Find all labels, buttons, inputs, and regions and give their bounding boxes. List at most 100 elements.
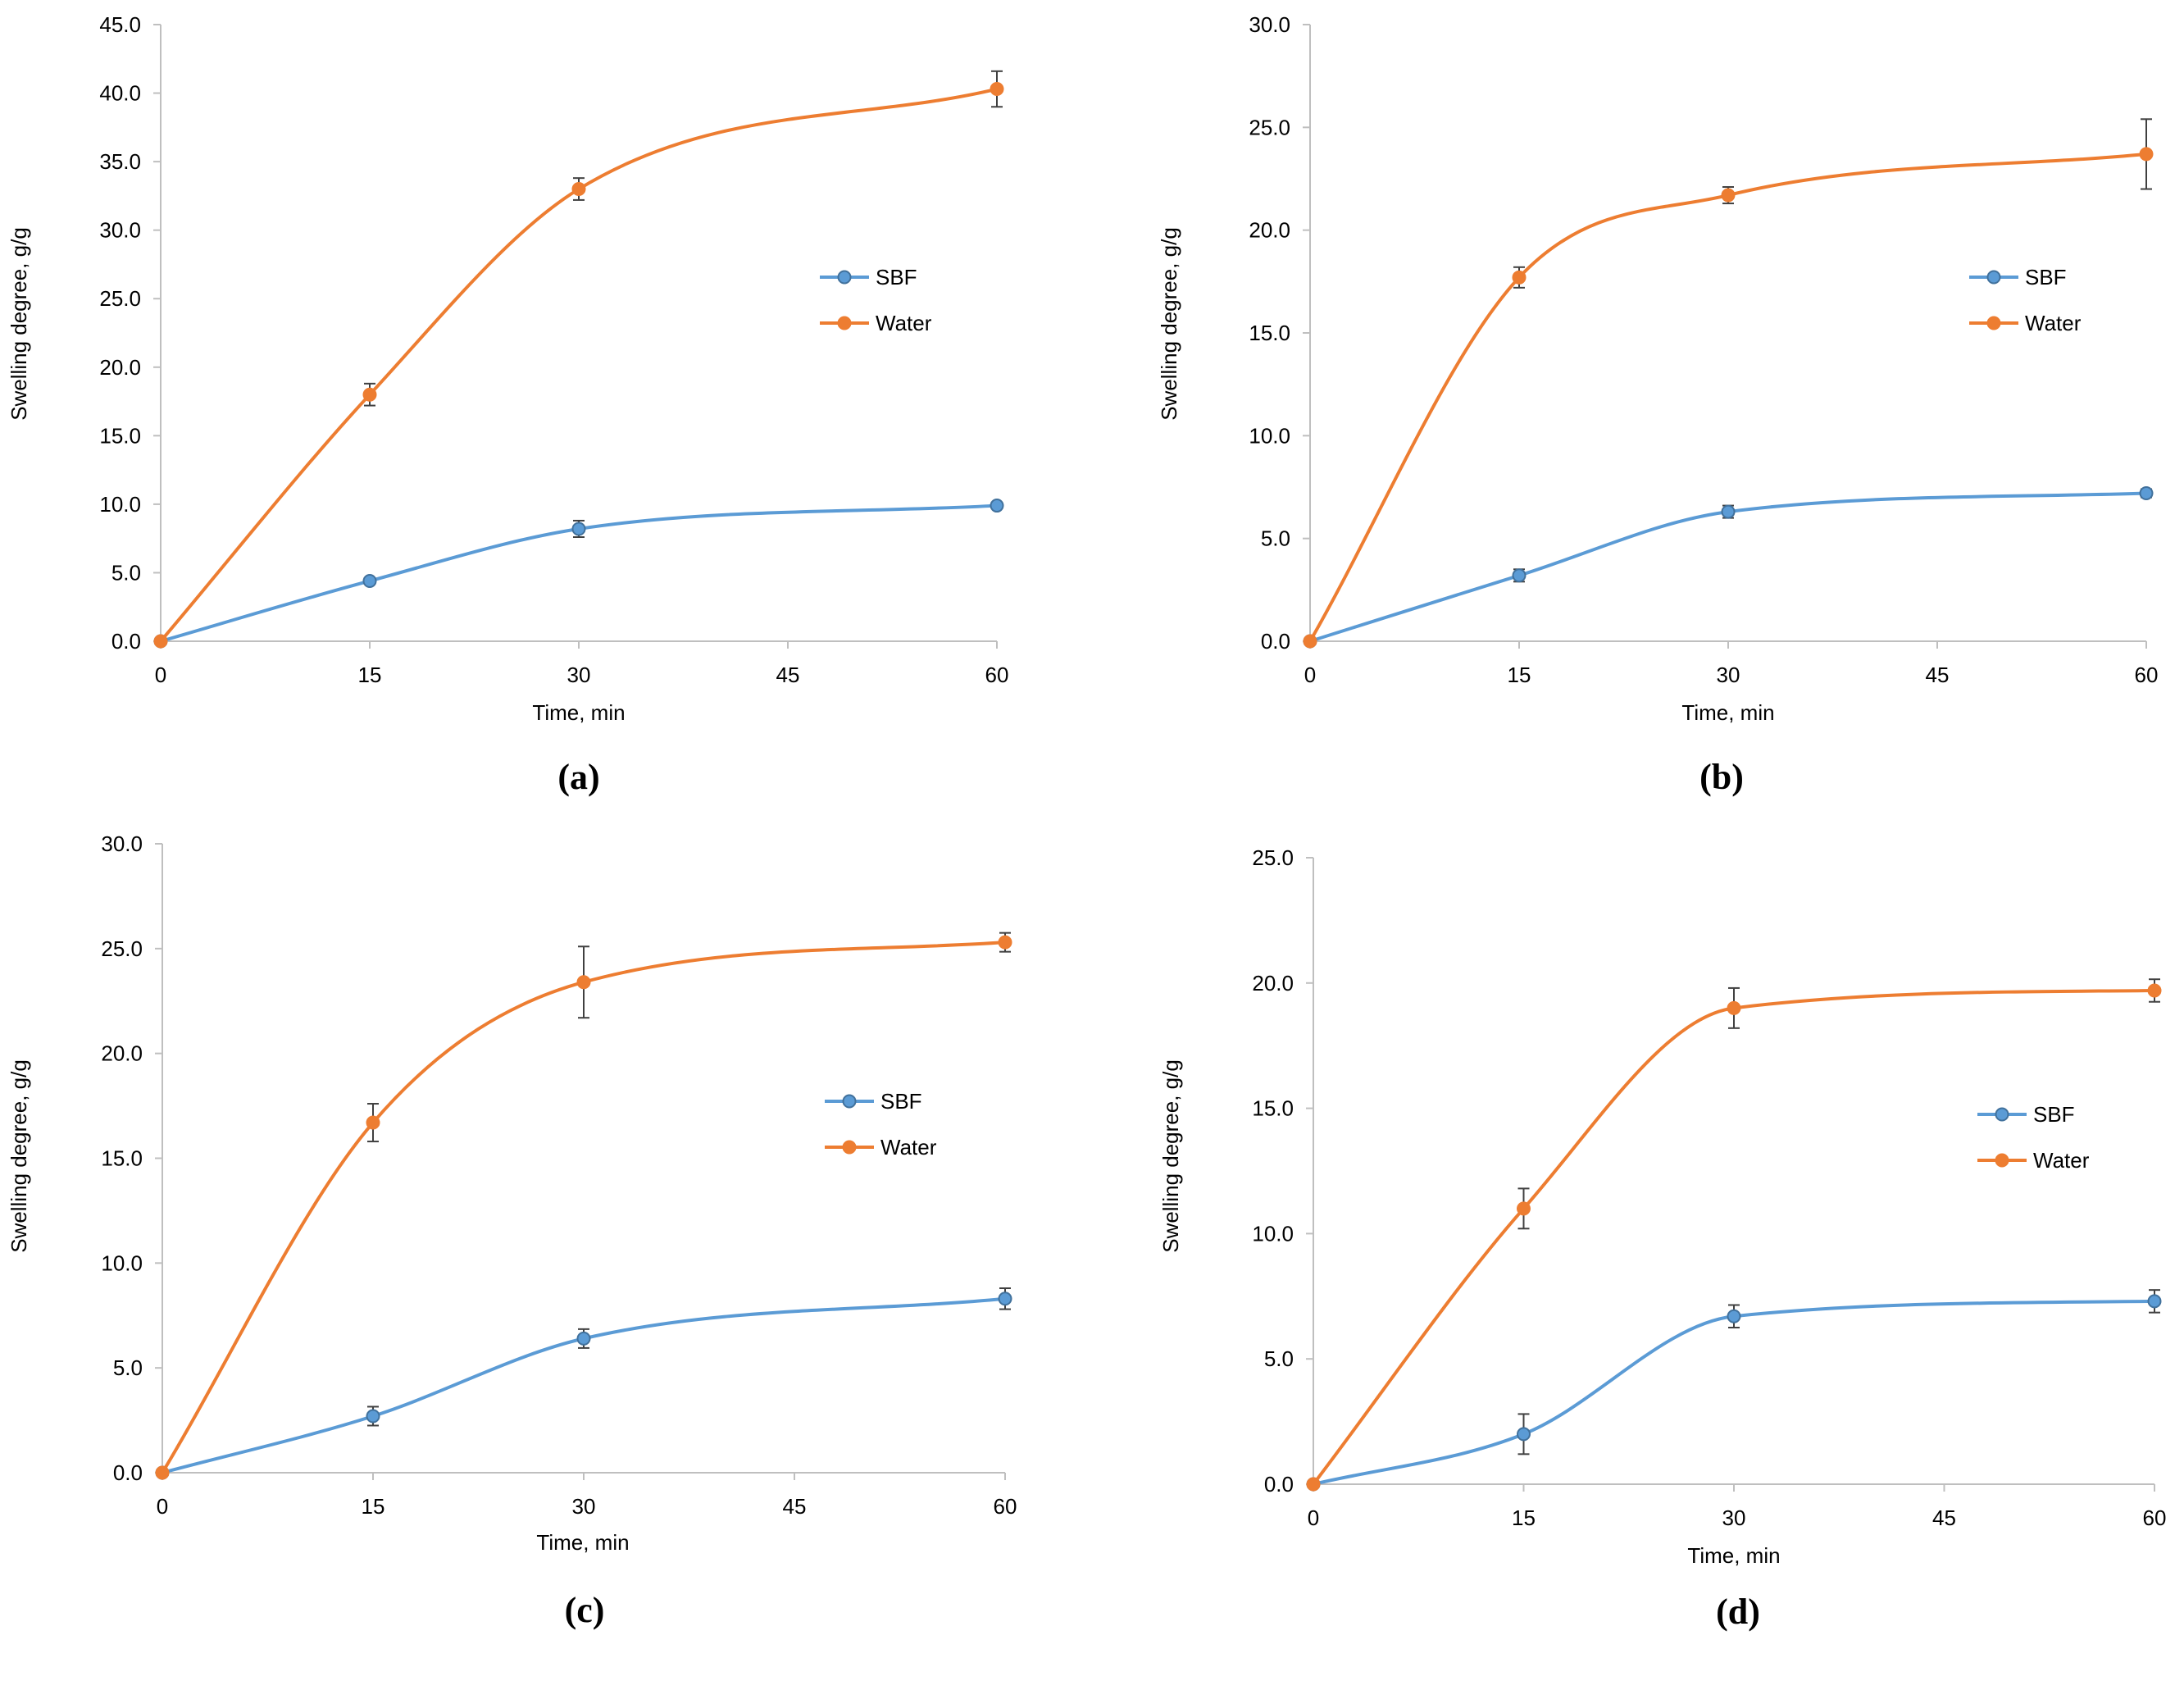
- y-tick-label-c: 25.0: [101, 936, 143, 961]
- legend-a: SBF Water: [820, 265, 932, 335]
- data-point-sbf-c: [576, 1331, 591, 1346]
- y-axis-title-b: Swelling degree, g/g: [1157, 227, 1181, 421]
- panel-label-d: (d): [1716, 1592, 1760, 1632]
- y-tick-label-a: 40.0: [99, 81, 141, 106]
- x-tick-label-d: 15: [1512, 1506, 1536, 1530]
- data-point-water-a: [571, 182, 586, 197]
- series-water-b: [1303, 118, 2154, 649]
- y-tick-label-c: 20.0: [101, 1041, 143, 1066]
- data-point-water-d: [2147, 983, 2162, 998]
- legend-label-water-d: Water: [2033, 1148, 2090, 1173]
- x-tick-label-a: 45: [776, 663, 800, 687]
- x-tick-label-b: 45: [1926, 663, 1950, 687]
- panel-label-c: (c): [565, 1590, 605, 1630]
- data-point-sbf-a: [990, 499, 1004, 513]
- y-tick-label-b: 0.0: [1261, 629, 1290, 654]
- legend-marker-water-a: [837, 316, 852, 330]
- y-tick-label-b: 25.0: [1249, 115, 1290, 139]
- y-tick-label-b: 5.0: [1261, 526, 1290, 551]
- legend-label-water-c: Water: [880, 1135, 937, 1159]
- legend-label-sbf-b: SBF: [2025, 265, 2067, 289]
- series-line-water-b: [1308, 152, 2147, 642]
- series-water-c: [155, 932, 1012, 1480]
- y-tick-label-c: 30.0: [101, 831, 143, 856]
- y-tick-label-b: 20.0: [1249, 218, 1290, 243]
- series-water-a: [153, 70, 1004, 649]
- data-point-sbf-d: [1517, 1427, 1531, 1442]
- series-line-sbf-a: [160, 503, 998, 643]
- data-point-water-c: [366, 1115, 380, 1130]
- data-point-water-a: [990, 82, 1004, 97]
- panel-c: 0.0 5.0 10.0 15.0 20.0 25.0 30.0 0 15 30 45 60 SBF Wa…: [7, 831, 1017, 1630]
- x-tick-label-d: 0: [1308, 1506, 1319, 1530]
- x-tick-label-b: 30: [1717, 663, 1740, 687]
- data-point-water-d: [1306, 1477, 1321, 1492]
- data-point-sbf-b: [2139, 486, 2154, 501]
- x-tick-label-b: 60: [2135, 663, 2159, 687]
- panel-d: 0.05.010.015.020.025.00 15 30 45 60SBFWater …: [1158, 845, 2166, 1632]
- legend-marker-water-b: [1986, 316, 2001, 330]
- series-line-sbf-b: [1309, 491, 2147, 643]
- y-axis-title-a: Swelling degree, g/g: [7, 227, 31, 421]
- data-point-water-c: [155, 1465, 170, 1480]
- x-tick-label-c: 15: [362, 1494, 385, 1519]
- data-point-sbf-a: [362, 573, 377, 588]
- data-point-sbf-d: [1727, 1309, 1741, 1323]
- y-tick-label-a: 15.0: [99, 423, 141, 448]
- y-axis-title-c: Swelling degree, g/g: [7, 1059, 31, 1253]
- y-tick-label-a: 20.0: [99, 355, 141, 380]
- x-tick-label-d: 30: [1722, 1506, 1746, 1530]
- x-tick-label-a: 60: [985, 663, 1009, 687]
- legend-marker-water-c: [842, 1140, 857, 1155]
- data-point-water-d: [1727, 1000, 1741, 1015]
- data-point-water-b: [1721, 188, 1736, 203]
- data-point-sbf-b: [1721, 504, 1736, 519]
- panel-label-a: (a): [557, 757, 599, 797]
- y-tick-label-c: 0.0: [113, 1460, 143, 1485]
- y-tick-label-d: 0.0: [1264, 1472, 1294, 1496]
- data-point-sbf-c: [366, 1409, 380, 1424]
- legend-marker-sbf-a: [837, 270, 852, 285]
- plot-a: 0.0 5.0 10.0 15.0 20.0 25.0 30.0 35.0 40.0 45.0 0 1…: [99, 12, 1008, 687]
- x-tick-label-a: 15: [358, 663, 382, 687]
- data-point-water-d: [1517, 1201, 1531, 1216]
- y-tick-label-b: 10.0: [1249, 423, 1290, 448]
- legend-label-sbf-a: SBF: [876, 265, 917, 289]
- data-point-water-c: [576, 975, 591, 990]
- series-line-water-a: [159, 87, 998, 643]
- y-tick-label-c: 5.0: [113, 1355, 143, 1380]
- data-point-water-b: [1512, 270, 1527, 285]
- x-tick-label-c: 0: [157, 1494, 168, 1519]
- series-line-water-c: [161, 941, 1006, 1474]
- legend-label-sbf-c: SBF: [880, 1089, 922, 1114]
- x-tick-label-c: 30: [572, 1494, 596, 1519]
- panel-a: 0.0 5.0 10.0 15.0 20.0 25.0 30.0 35.0 40.0 45.0 0 1…: [7, 12, 1008, 797]
- data-point-water-b: [1303, 634, 1317, 649]
- legend-d: SBF Water: [1977, 1102, 2090, 1173]
- data-point-water-a: [153, 634, 168, 649]
- legend-marker-sbf-b: [1986, 270, 2001, 285]
- panel-label-b: (b): [1699, 757, 1744, 797]
- x-axis-title-b: Time, min: [1681, 700, 1774, 725]
- data-point-water-c: [998, 935, 1012, 950]
- y-tick-label-a: 35.0: [99, 149, 141, 174]
- x-tick-label-a: 0: [155, 663, 166, 687]
- y-tick-label-c: 10.0: [101, 1250, 143, 1275]
- y-tick-label-a: 25.0: [99, 286, 141, 311]
- x-tick-label-a: 30: [567, 663, 591, 687]
- plot-d: 0.0 5.0 10.0 15.0 20.0 25.0 0 15 30 45 60 SBF Water: [1252, 845, 2166, 1530]
- y-tick-label-d: 20.0: [1252, 971, 1294, 995]
- data-point-sbf-a: [571, 522, 586, 536]
- x-axis-title-c: Time, min: [536, 1530, 629, 1555]
- x-axis-title-d: Time, min: [1687, 1543, 1780, 1568]
- data-point-sbf-c: [998, 1292, 1012, 1306]
- legend-label-water-a: Water: [876, 311, 932, 335]
- y-tick-label-b: 30.0: [1249, 12, 1290, 37]
- y-tick-label-c: 15.0: [101, 1146, 143, 1171]
- y-tick-label-a: 5.0: [111, 560, 141, 585]
- y-tick-label-d: 25.0: [1252, 845, 1294, 870]
- x-tick-label-d: 45: [1932, 1506, 1956, 1530]
- y-axis-title-d: Swelling degree, g/g: [1158, 1059, 1183, 1253]
